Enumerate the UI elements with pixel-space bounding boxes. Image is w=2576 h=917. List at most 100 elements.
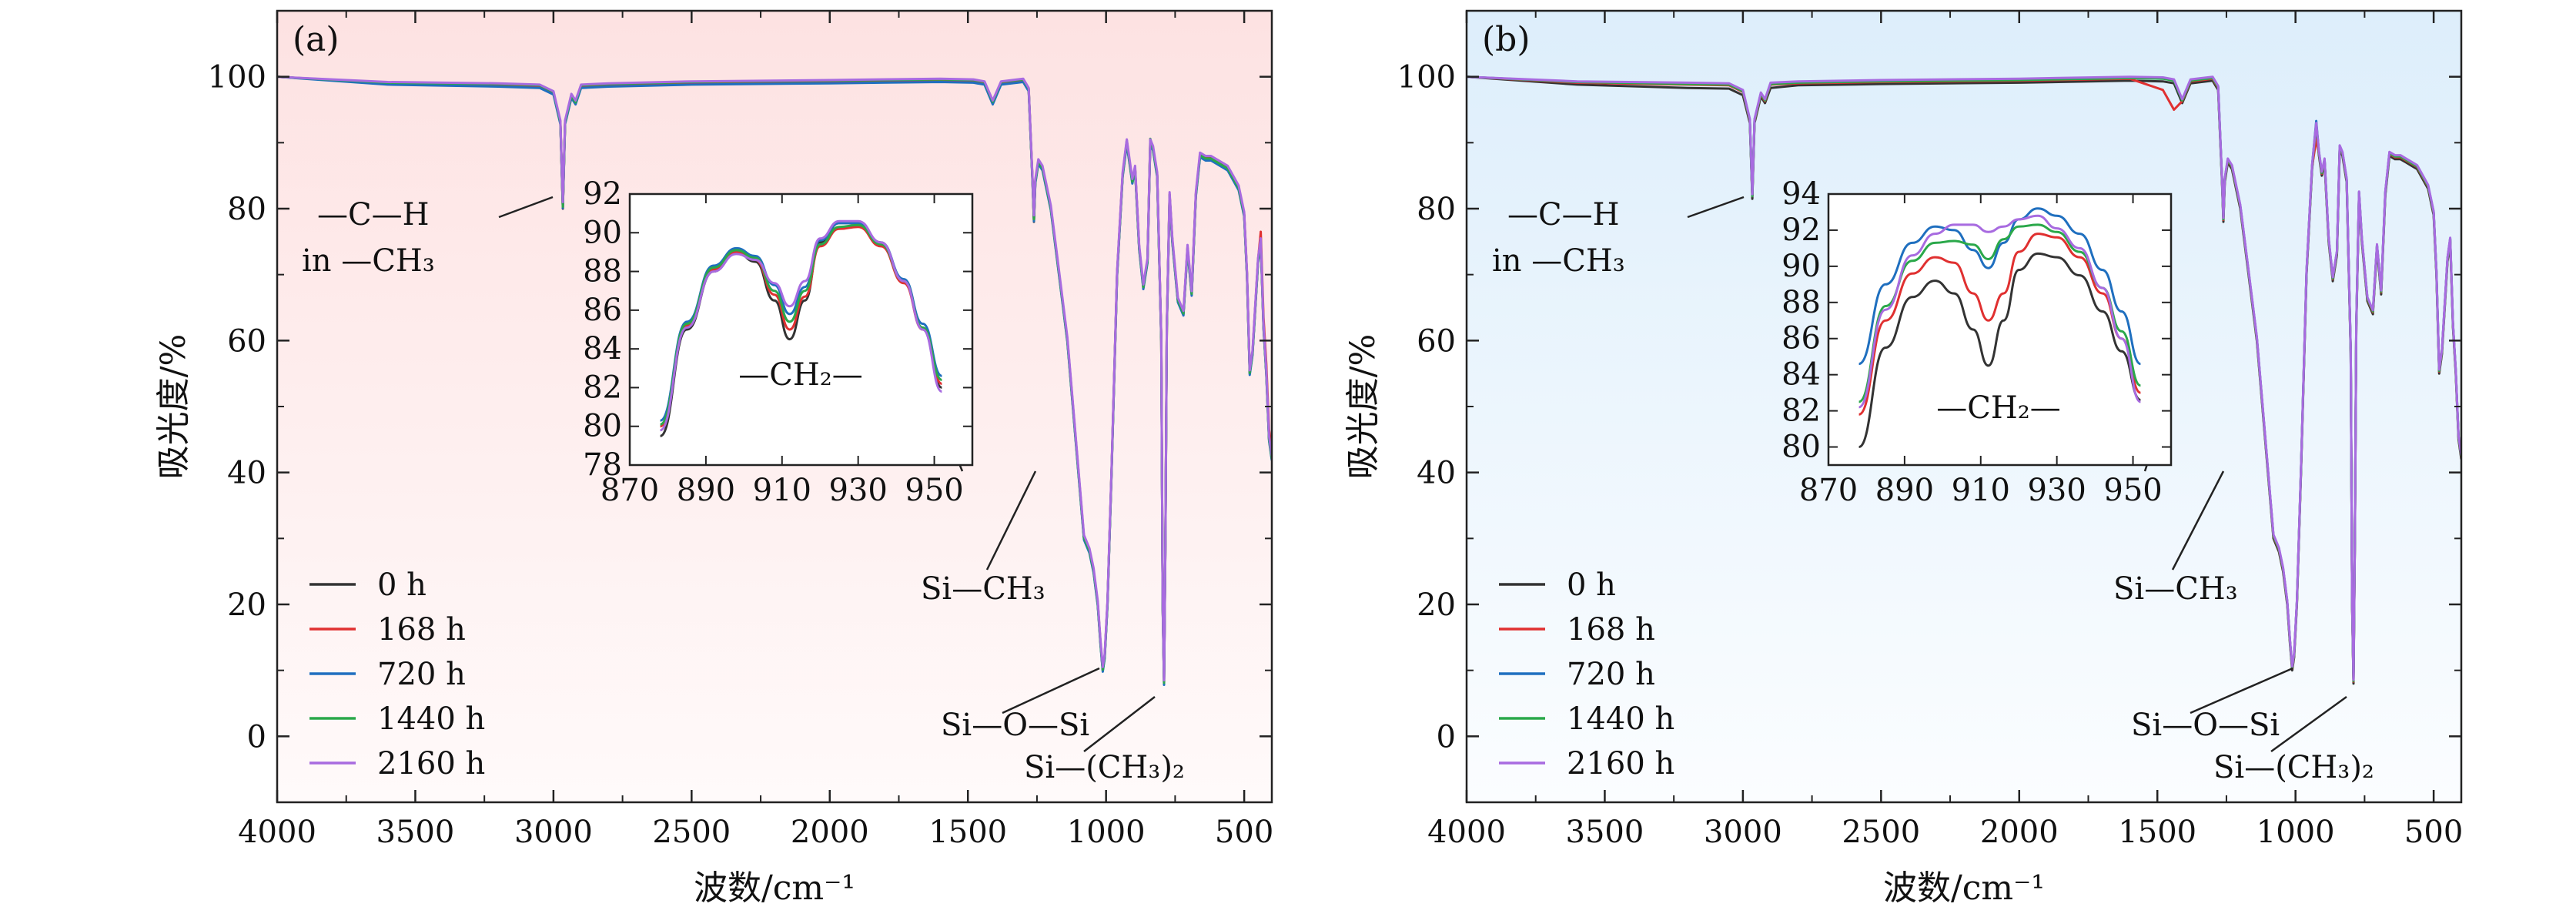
inset-y-tick-label: 88 [583, 254, 622, 289]
y-tick-label: 40 [227, 456, 266, 491]
annotation-leader-line [2171, 470, 2225, 571]
x-tick-label: 500 [2404, 815, 2463, 850]
legend-entry: 2160 h [377, 746, 485, 781]
inset-annotation: —CH₂— [1936, 390, 2061, 426]
legend-entry: 1440 h [377, 701, 485, 737]
inset-y-tick-label: 78 [583, 447, 622, 483]
peak-annotation: Si—(CH₃)₂ [1024, 750, 1185, 785]
x-tick-label: 3500 [376, 815, 455, 850]
series-group [277, 75, 1272, 686]
x-tick-label: 1500 [928, 815, 1007, 850]
inset-series-2160h [659, 219, 943, 432]
panel-a: 4000 3500 3000 2500 2000 1500 1000 500 0 20 40 60 80… [154, 9, 1273, 908]
peak-annotation: Si—O—Si [941, 708, 1089, 743]
x-tick-label: 2000 [791, 815, 869, 850]
annotation-leader-line [1002, 667, 1100, 715]
inset-y-tick-label: 86 [1781, 321, 1821, 356]
inset-y-tick-label: 94 [1781, 176, 1821, 212]
x-tick-label: 4000 [238, 815, 316, 850]
inset-frame [628, 192, 974, 467]
inset-x-tick-label: 870 [601, 473, 659, 508]
x-tick-label: 500 [1215, 815, 1273, 850]
y-tick-label: 60 [1417, 323, 1456, 359]
legend: 0 h 168 h 720 h 1440 h 2160 h [1499, 567, 1674, 781]
inset-series-168h [1858, 233, 2142, 416]
inset-y-tick-label: 90 [1781, 249, 1821, 284]
y-tick-label: 0 [1437, 719, 1456, 755]
panel-b: 4000 3500 3000 2500 2000 1500 1000 500 0 20 40 60 80… [1343, 9, 2463, 908]
inset-annotation: —CH₂— [738, 357, 863, 393]
y-tick-label: 100 [1397, 60, 1456, 95]
x-tick-label: 2500 [652, 815, 731, 850]
x-tick-label: 4000 [1427, 815, 1506, 850]
x-axis-label: 波数/cm⁻¹ [1883, 868, 2045, 908]
peak-annotation: —C—H [317, 197, 430, 233]
series-line-2160h [1467, 75, 2461, 681]
inset-y-tick-label: 82 [583, 370, 622, 405]
annotation-leader-line [498, 196, 554, 219]
legend-entry: 720 h [377, 657, 466, 692]
inset-y-tick-label: 86 [583, 293, 622, 328]
inset-y-tick-label: 90 [583, 215, 622, 250]
y-tick-label: 80 [227, 192, 266, 227]
panel-label: (b) [1482, 20, 1531, 59]
x-tick-label: 3000 [1704, 815, 1782, 850]
legend-entry: 1440 h [1567, 701, 1674, 737]
inset-x-tick-label: 890 [677, 473, 735, 508]
inset-frame [1827, 192, 2173, 467]
y-tick-label: 20 [1417, 587, 1456, 623]
peak-annotation: in —CH₃ [1492, 243, 1625, 279]
x-tick-label: 1000 [2257, 815, 2335, 850]
y-tick-label: 0 [247, 719, 266, 755]
y-axis-label: 吸光度/% [154, 334, 193, 480]
x-tick-label: 1500 [2118, 815, 2196, 850]
panel-label: (a) [293, 20, 340, 59]
inset-y-tick-label: 84 [583, 331, 622, 366]
inset-x-tick-label: 870 [1799, 473, 1858, 508]
series-line-2160h [277, 75, 1272, 681]
peak-annotation: —C—H [1507, 197, 1620, 233]
inset-series-168h [659, 226, 943, 428]
y-tick-label: 80 [1417, 192, 1456, 227]
y-tick-label: 20 [227, 587, 266, 623]
annotation-leader-line [1687, 196, 1745, 219]
peak-annotation: in —CH₃ [302, 243, 435, 279]
legend-entry: 168 h [377, 612, 466, 648]
inset-x-tick-label: 890 [1875, 473, 1934, 508]
annotation-leader-line [2190, 667, 2293, 715]
x-axis-label: 波数/cm⁻¹ [694, 868, 855, 908]
inset-y-tick-label: 92 [1781, 213, 1821, 248]
y-tick-label: 100 [208, 60, 266, 95]
x-tick-label: 2000 [1980, 815, 2059, 850]
y-tick-label: 40 [1417, 456, 1456, 491]
inset-x-tick-label: 930 [2027, 473, 2086, 508]
x-tick-label: 3500 [1566, 815, 1644, 850]
peak-annotation: Si—CH₃ [2113, 571, 2238, 607]
legend: 0 h 168 h 720 h 1440 h 2160 h [309, 567, 485, 781]
legend-entry: 0 h [1567, 567, 1616, 603]
peak-annotation: Si—O—Si [2131, 708, 2280, 743]
inset-y-tick-label: 80 [1781, 430, 1821, 465]
y-tick-label: 60 [227, 323, 266, 359]
inset-y-tick-label: 84 [1781, 357, 1821, 393]
x-tick-label: 1000 [1067, 815, 1146, 850]
annotation-leader-line [1083, 696, 1156, 752]
inset-x-tick-label: 910 [753, 473, 811, 508]
peak-annotation: Si—(CH₃)₂ [2213, 750, 2374, 785]
inset-series-0h [1858, 252, 2142, 448]
legend-entry: 720 h [1567, 657, 1655, 692]
peak-annotation: Si—CH₃ [921, 571, 1045, 607]
annotation-leader-line [985, 470, 1037, 571]
inset-series-720h [1858, 207, 2142, 366]
annotation-leader-line [2270, 695, 2347, 753]
x-tick-label: 2500 [1842, 815, 1920, 850]
inset-series-2160h [1858, 214, 2142, 409]
y-axis-label: 吸光度/% [1343, 334, 1383, 480]
inset-series-720h [659, 222, 943, 422]
inset-x-tick-label: 950 [905, 473, 963, 508]
legend-entry: 0 h [377, 567, 427, 603]
series-group [1467, 75, 2461, 685]
